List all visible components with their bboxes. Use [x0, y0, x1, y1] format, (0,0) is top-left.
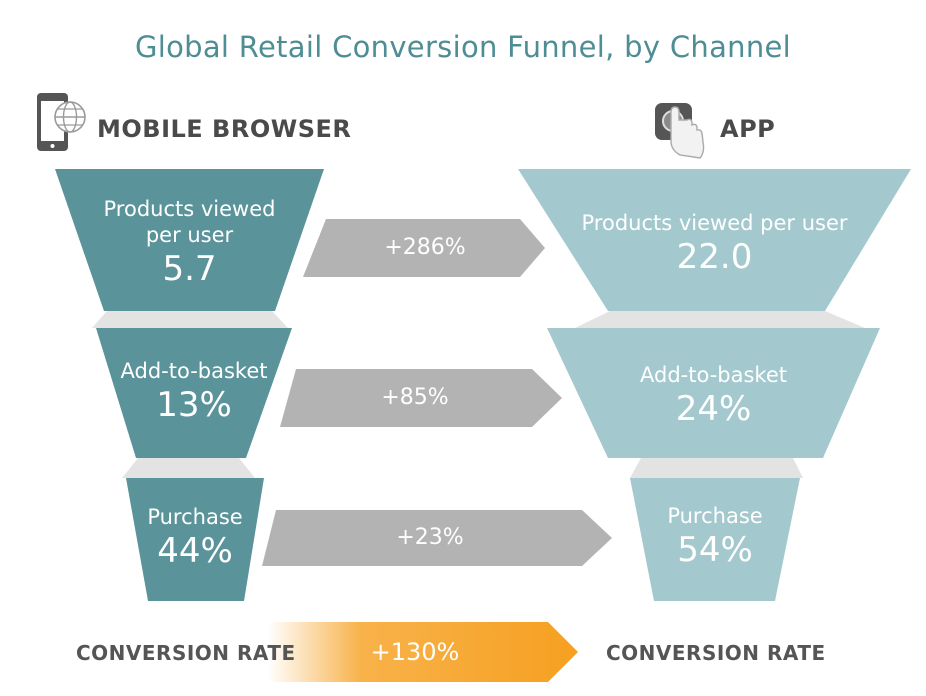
stage-value: 22.0: [676, 237, 753, 277]
stage-label: Purchase: [667, 504, 763, 528]
mobile-connector-2: [122, 458, 255, 478]
stage-value: 44%: [157, 531, 233, 571]
difference-label-products: +286%: [384, 235, 466, 260]
app-conversion-rate-label: CONVERSION RATE: [606, 641, 826, 665]
chart-title: Global Retail Conversion Funnel, by Chan…: [134, 30, 791, 64]
difference-arrow-purchase: [262, 510, 612, 566]
mobile-purchase-text: Purchase 44%: [126, 504, 264, 572]
mobile-add-to-basket-text: Add-to-basket 13%: [96, 358, 292, 426]
app-stage-purchase: [630, 478, 800, 601]
app-tap-icon: [655, 103, 705, 159]
stage-label: Purchase: [147, 505, 243, 529]
mobile-conversion-rate-label: CONVERSION RATE: [76, 641, 296, 665]
difference-arrow-basket: [280, 369, 562, 427]
stage-value: 24%: [675, 389, 752, 429]
stage-value: 54%: [677, 530, 753, 570]
stage-label: Add-to-basket: [120, 359, 268, 383]
stage-label: per user: [145, 223, 234, 247]
mobile-stage-add-to-basket: [96, 328, 292, 458]
app-add-to-basket-text: Add-to-basket 24%: [547, 362, 880, 430]
app-connector-1: [575, 311, 865, 328]
difference-arrow-products: [303, 219, 545, 277]
conversion-rate-arrow: [268, 622, 578, 682]
mobile-stage-products-viewed: [55, 169, 324, 311]
app-connector-2: [630, 458, 803, 478]
stage-value: 5.7: [162, 249, 217, 289]
smartphone-globe-icon: [37, 93, 86, 151]
stage-label: Products viewed per user: [581, 211, 848, 235]
stage-label: Products viewed: [103, 197, 276, 221]
app-channel-label: APP: [720, 115, 776, 143]
stage-label: Add-to-basket: [640, 363, 787, 387]
app-products-viewed-text: Products viewed per user 22.0: [518, 210, 911, 278]
mobile-channel-label: MOBILE BROWSER: [97, 115, 352, 143]
difference-label-basket: +85%: [381, 385, 449, 410]
app-stage-add-to-basket: [547, 328, 880, 458]
app-stage-products-viewed: [518, 169, 911, 311]
conversion-rate-change: +130%: [370, 638, 460, 666]
mobile-products-viewed-text: Products viewed per user 5.7: [55, 196, 324, 290]
difference-label-purchase: +23%: [396, 525, 464, 550]
mobile-connector-1: [92, 311, 288, 328]
app-purchase-text: Purchase 54%: [630, 503, 800, 571]
mobile-stage-purchase: [126, 478, 264, 601]
stage-value: 13%: [156, 385, 232, 425]
